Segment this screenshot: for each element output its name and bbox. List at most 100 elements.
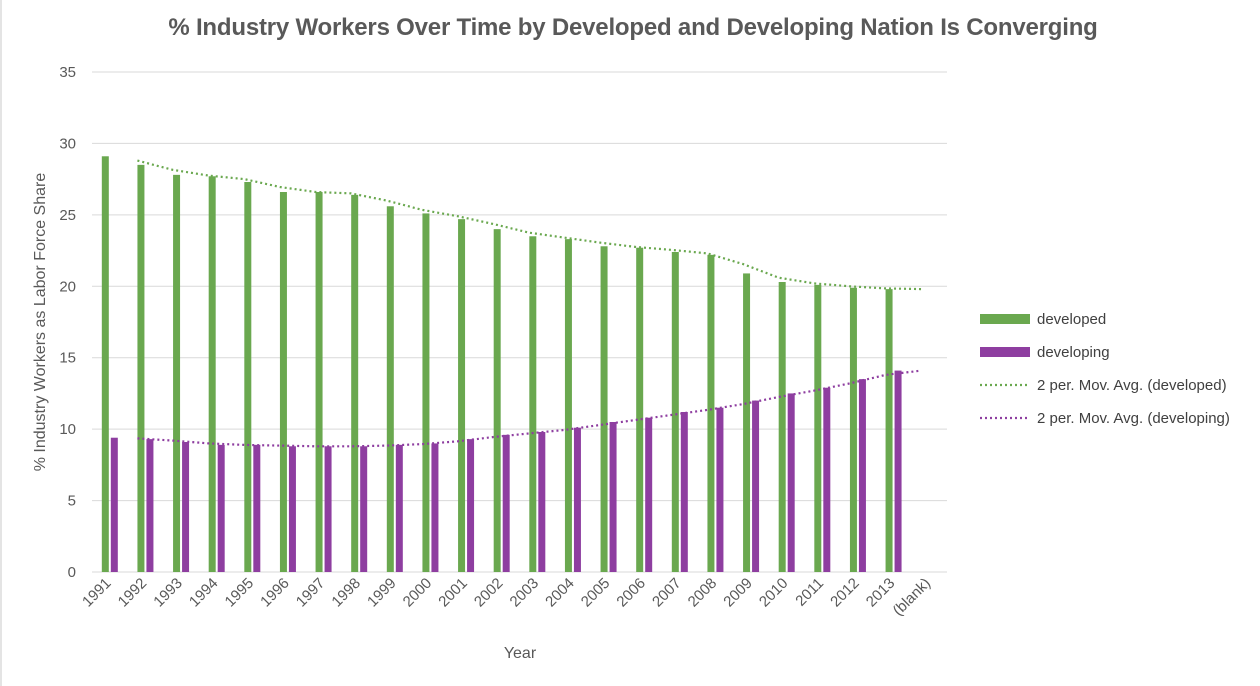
x-tick-label: (blank) <box>890 575 934 619</box>
x-tick-label: 2012 <box>827 575 863 611</box>
trendline-developing <box>137 369 922 448</box>
x-tick-label: 2007 <box>649 575 685 611</box>
y-tick-label: 15 <box>59 350 76 367</box>
x-axis-tick-labels: 1991 1992 1993 1994 1995 1996 1997 1998 1999 2000… <box>79 575 934 619</box>
bar-developed-2000 <box>422 213 430 572</box>
y-tick-label: 5 <box>68 493 76 510</box>
chart-title: % Industry Workers Over Time by Develope… <box>168 14 1098 41</box>
legend-item: developed <box>980 311 1106 328</box>
trendline-developed <box>137 159 922 291</box>
bar-developing-2009 <box>752 400 760 572</box>
bar-developed-1995 <box>244 182 252 572</box>
x-axis-title: Year <box>504 645 537 662</box>
gridlines <box>92 71 947 573</box>
bar-developed-1996 <box>279 192 287 572</box>
bar-developing-2001 <box>467 439 475 572</box>
bar-developed-2009 <box>743 273 751 572</box>
x-tick-label: 2011 <box>792 575 827 610</box>
x-tick-label: 1996 <box>257 575 293 611</box>
bar-developed-2004 <box>564 239 572 572</box>
x-tick-label: 2001 <box>435 575 471 611</box>
bar-developed-2012 <box>849 287 857 572</box>
x-tick-label: 2002 <box>471 575 507 611</box>
x-tick-label: 2003 <box>507 575 543 611</box>
y-tick-label: 30 <box>59 135 76 152</box>
x-tick-label: 1992 <box>115 575 151 611</box>
bar-developed-2010 <box>778 282 786 572</box>
bar-developing-2013 <box>894 370 902 572</box>
bar-developed-1998 <box>351 194 359 572</box>
bar-developing-2002 <box>502 434 510 572</box>
trendlines <box>137 159 922 448</box>
legend-swatch <box>980 347 1030 357</box>
bar-developing-2007 <box>680 412 688 572</box>
bar-developing-1992 <box>146 439 154 572</box>
bar-developed-1997 <box>315 192 323 572</box>
bar-developed-1994 <box>208 176 216 573</box>
bar-developing-1995 <box>253 444 261 572</box>
y-tick-label: 25 <box>59 207 76 224</box>
bar-developing-1991 <box>110 437 118 572</box>
x-tick-label: 2010 <box>756 575 792 611</box>
y-axis-title: % Industry Workers as Labor Force Share <box>32 173 49 472</box>
legend-label: developed <box>1037 311 1106 328</box>
bar-developed-2007 <box>671 252 679 572</box>
x-tick-label: 1998 <box>328 575 364 611</box>
bar-developing-1996 <box>288 446 296 572</box>
bar-developing-2011 <box>823 387 831 572</box>
bar-developing-2004 <box>573 427 581 572</box>
bar-developed-2013 <box>885 289 893 572</box>
bar-developing-2005 <box>609 422 617 572</box>
legend: developed developing 2 per. Mov. Avg. (dev… <box>980 311 1230 427</box>
x-tick-label: 1991 <box>79 575 115 611</box>
bar-developed-1991 <box>101 156 109 573</box>
bar-developed-1999 <box>386 206 394 573</box>
bar-developed-2011 <box>814 284 822 572</box>
x-tick-label: 1993 <box>150 575 186 611</box>
x-tick-label: 2005 <box>578 575 614 611</box>
bar-developing-2012 <box>858 379 866 572</box>
bar-developed-2002 <box>493 229 501 572</box>
bar-series <box>101 156 902 573</box>
bar-developed-2003 <box>529 236 537 573</box>
legend-label: 2 per. Mov. Avg. (developed) <box>1037 377 1227 394</box>
bar-developed-1992 <box>137 164 145 572</box>
x-tick-label: 1999 <box>364 575 400 611</box>
bar-developing-1998 <box>360 446 368 572</box>
x-tick-label: 2008 <box>685 575 721 611</box>
legend-item: 2 per. Mov. Avg. (developed) <box>980 377 1227 394</box>
bar-developing-2003 <box>538 432 546 572</box>
x-tick-label: 2006 <box>613 575 649 611</box>
bar-developing-2008 <box>716 407 724 572</box>
bar-developed-2005 <box>600 246 608 573</box>
x-tick-label: 2004 <box>542 575 578 611</box>
x-tick-label: 1995 <box>222 575 258 611</box>
x-tick-label: 1994 <box>186 575 222 611</box>
bar-developing-1993 <box>182 442 190 572</box>
y-tick-label: 35 <box>59 64 76 81</box>
window-edge <box>0 0 2 686</box>
legend-swatch <box>980 314 1030 324</box>
bar-developing-2006 <box>645 417 653 572</box>
bar-developed-2008 <box>707 254 715 572</box>
legend-label: 2 per. Mov. Avg. (developing) <box>1037 410 1230 427</box>
bar-developing-2000 <box>431 443 439 572</box>
x-tick-label: 2009 <box>720 575 756 611</box>
bar-developing-1997 <box>324 446 332 572</box>
legend-label: developing <box>1037 344 1110 361</box>
y-tick-label: 0 <box>68 564 76 581</box>
y-axis-tick-labels: 0 5 10 15 20 25 30 35 <box>59 64 76 581</box>
bar-developed-1993 <box>173 174 181 572</box>
legend-item: 2 per. Mov. Avg. (developing) <box>980 410 1230 427</box>
bar-developing-1999 <box>395 444 403 572</box>
x-tick-label: 1997 <box>293 575 329 611</box>
bar-developed-2006 <box>636 247 644 572</box>
bar-developing-2010 <box>787 393 795 572</box>
x-tick-label: 2000 <box>400 575 436 611</box>
y-tick-label: 10 <box>59 421 76 438</box>
legend-item: developing <box>980 344 1110 361</box>
y-tick-label: 20 <box>59 278 76 295</box>
bar-developing-1994 <box>217 444 225 572</box>
bar-developed-2001 <box>458 219 466 572</box>
